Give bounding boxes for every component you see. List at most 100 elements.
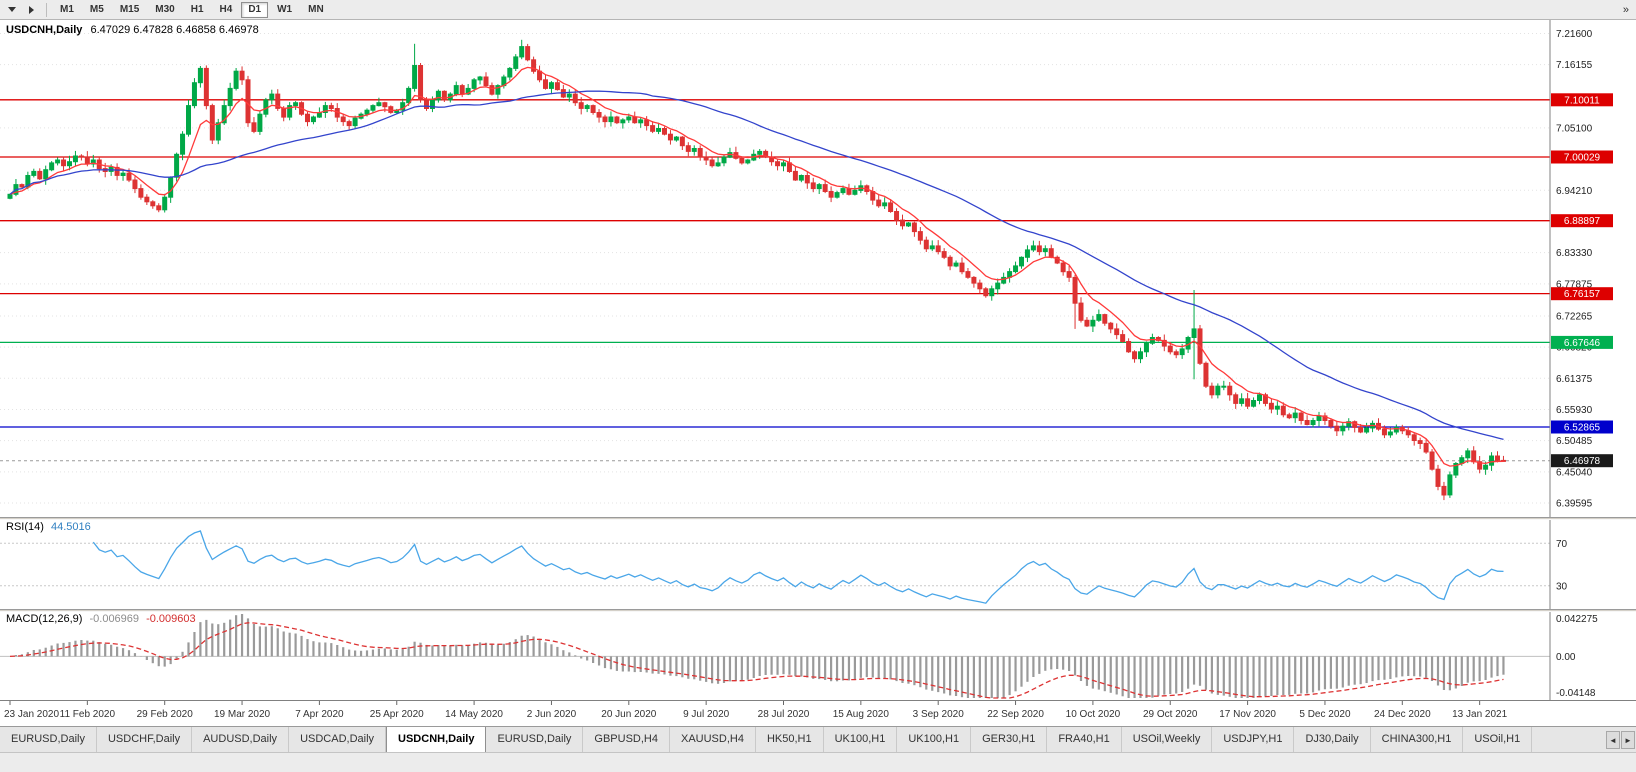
timeframe-button-w1[interactable]: W1 xyxy=(270,2,299,18)
svg-text:7.00029: 7.00029 xyxy=(1564,153,1601,164)
price-badges: 7.10011 7.00029 6.88897 6.76157 6.67646 6.528… xyxy=(1551,93,1613,468)
svg-text:6.77875: 6.77875 xyxy=(1556,279,1593,290)
timeframe-button-m5[interactable]: M5 xyxy=(83,2,111,18)
chart-tab-dj30-daily[interactable]: DJ30,Daily xyxy=(1294,727,1371,752)
chart-tab-eurusd-daily[interactable]: EURUSD,Daily xyxy=(486,727,584,752)
svg-text:23 Jan 2020: 23 Jan 2020 xyxy=(4,709,59,720)
bottom-strip xyxy=(0,752,1636,772)
chart-tab-eurusd-daily[interactable]: EURUSD,Daily xyxy=(0,727,97,752)
timeframe-button-h4[interactable]: H4 xyxy=(213,2,240,18)
chart-title: USDCNH,Daily 6.47029 6.47828 6.46858 6.4… xyxy=(6,24,259,36)
horizontal-lines[interactable] xyxy=(0,99,1550,428)
chart-tab-usdchf-daily[interactable]: USDCHF,Daily xyxy=(97,727,193,752)
svg-text:6.94210: 6.94210 xyxy=(1556,186,1593,197)
chart-forward-button[interactable] xyxy=(22,2,40,18)
svg-text:7.16155: 7.16155 xyxy=(1556,60,1593,71)
macd-splitter[interactable] xyxy=(0,609,1636,612)
chart-tabbar: EURUSD,Daily USDCHF,Daily AUDUSD,Daily USDC… xyxy=(0,726,1636,752)
chart-symbol-label: USDCNH,Daily xyxy=(6,24,83,36)
svg-text:6.46978: 6.46978 xyxy=(1564,456,1601,467)
svg-text:3 Sep 2020: 3 Sep 2020 xyxy=(913,709,965,720)
chart-window[interactable]: 23 Jan 2020 11 Feb 2020 29 Feb 2020 19 Mar … xyxy=(0,20,1636,726)
timeframe-buttons: M1 M5 M15 M30 H1 H4 D1 W1 MN xyxy=(52,1,332,18)
svg-text:2 Jun 2020: 2 Jun 2020 xyxy=(527,709,577,720)
chart-tab-audusd-daily[interactable]: AUDUSD,Daily xyxy=(192,727,290,752)
svg-text:28 Jul 2020: 28 Jul 2020 xyxy=(758,709,810,720)
chart-tab-uk100-h1[interactable]: UK100,H1 xyxy=(897,727,972,752)
svg-text:17 Nov 2020: 17 Nov 2020 xyxy=(1219,709,1276,720)
timeframe-button-m1[interactable]: M1 xyxy=(53,2,81,18)
timeframe-button-d1[interactable]: D1 xyxy=(241,1,269,18)
svg-text:6.61375: 6.61375 xyxy=(1556,374,1593,385)
macd-name-label: MACD(12,26,9) xyxy=(6,613,83,625)
ma-fast-line xyxy=(9,66,1504,467)
svg-text:-0.04148: -0.04148 xyxy=(1556,688,1596,699)
rsi-label: RSI(14) 44.5016 xyxy=(6,521,91,533)
macd-signal-value-label: -0.009603 xyxy=(146,613,196,625)
timeframe-button-h1[interactable]: H1 xyxy=(184,2,211,18)
rsi-value-label: 44.5016 xyxy=(50,521,91,533)
svg-text:6.39595: 6.39595 xyxy=(1556,499,1593,510)
candles xyxy=(7,39,1506,501)
svg-text:9 Jul 2020: 9 Jul 2020 xyxy=(683,709,730,720)
chart-tab-hk50-h1[interactable]: HK50,H1 xyxy=(756,727,824,752)
chart-tab-usoil-weekly[interactable]: USOil,Weekly xyxy=(1122,727,1213,752)
svg-text:11 Feb 2020: 11 Feb 2020 xyxy=(60,709,116,720)
svg-text:6.55930: 6.55930 xyxy=(1556,405,1593,416)
rsi-splitter[interactable] xyxy=(0,517,1636,520)
svg-text:6.76157: 6.76157 xyxy=(1564,289,1601,300)
svg-text:15 Aug 2020: 15 Aug 2020 xyxy=(833,709,890,720)
triangle-right-icon xyxy=(28,5,34,14)
svg-text:6.45040: 6.45040 xyxy=(1556,467,1593,478)
svg-text:19 Mar 2020: 19 Mar 2020 xyxy=(214,709,271,720)
chart-tab-fra40-h1[interactable]: FRA40,H1 xyxy=(1047,727,1122,752)
svg-text:10 Oct 2020: 10 Oct 2020 xyxy=(1066,709,1121,720)
svg-text:6.50485: 6.50485 xyxy=(1556,436,1593,447)
macd-label: MACD(12,26,9) -0.006969 -0.009603 xyxy=(6,613,196,625)
ma-slow-line xyxy=(9,90,1504,441)
chart-tab-usdjpy-h1[interactable]: USDJPY,H1 xyxy=(1212,727,1295,752)
svg-text:6.88897: 6.88897 xyxy=(1564,216,1601,227)
timeframe-button-m30[interactable]: M30 xyxy=(148,2,181,18)
svg-text:7.21600: 7.21600 xyxy=(1556,29,1593,40)
triangle-down-icon xyxy=(8,7,16,12)
svg-text:0.042275: 0.042275 xyxy=(1556,614,1598,625)
macd-value-label: -0.006969 xyxy=(89,613,140,625)
svg-text:6.72265: 6.72265 xyxy=(1556,311,1593,322)
chart-canvas[interactable]: 23 Jan 2020 11 Feb 2020 29 Feb 2020 19 Mar … xyxy=(0,20,1636,726)
svg-text:0.00: 0.00 xyxy=(1556,652,1576,663)
svg-text:20 Jun 2020: 20 Jun 2020 xyxy=(601,709,656,720)
tab-scroll-left-button[interactable]: ◄ xyxy=(1606,731,1620,749)
svg-text:70: 70 xyxy=(1556,539,1568,550)
toolbar-overflow-button[interactable]: » xyxy=(1619,4,1633,16)
macd-signal-line xyxy=(9,622,1504,699)
price-axis[interactable] xyxy=(1550,20,1636,700)
svg-text:5 Dec 2020: 5 Dec 2020 xyxy=(1299,709,1351,720)
chart-menu-button[interactable] xyxy=(3,2,21,18)
chart-tab-china300-h1[interactable]: CHINA300,H1 xyxy=(1371,727,1464,752)
svg-text:6.52865: 6.52865 xyxy=(1564,423,1601,434)
macd-histogram xyxy=(14,614,1505,698)
tab-scroll-right-button[interactable]: ► xyxy=(1621,731,1635,749)
timeframe-button-mn[interactable]: MN xyxy=(301,2,331,18)
chart-tab-gbpusd-h4[interactable]: GBPUSD,H4 xyxy=(583,727,670,752)
chart-tabs: EURUSD,Daily USDCHF,Daily AUDUSD,Daily USDC… xyxy=(0,727,1636,752)
svg-text:13 Jan 2021: 13 Jan 2021 xyxy=(1452,709,1507,720)
svg-text:7 Apr 2020: 7 Apr 2020 xyxy=(295,709,344,720)
chart-tab-usdcad-daily[interactable]: USDCAD,Daily xyxy=(289,727,387,752)
chart-tab-usdcnh-daily[interactable]: USDCNH,Daily xyxy=(386,727,487,752)
chart-tab-xauusd-h4[interactable]: XAUUSD,H4 xyxy=(670,727,756,752)
chart-tab-uk100-h1[interactable]: UK100,H1 xyxy=(824,727,898,752)
svg-text:29 Feb 2020: 29 Feb 2020 xyxy=(137,709,194,720)
chart-tab-ger30-h1[interactable]: GER30,H1 xyxy=(971,727,1048,752)
svg-text:29 Oct 2020: 29 Oct 2020 xyxy=(1143,709,1198,720)
timeframe-button-m15[interactable]: M15 xyxy=(113,2,146,18)
svg-text:7.10011: 7.10011 xyxy=(1564,95,1600,106)
svg-text:6.67646: 6.67646 xyxy=(1564,338,1601,349)
rsi-line xyxy=(92,530,1504,604)
time-axis[interactable]: 23 Jan 2020 11 Feb 2020 29 Feb 2020 19 Mar … xyxy=(4,701,1508,720)
svg-text:7.05100: 7.05100 xyxy=(1556,123,1593,134)
svg-text:22 Sep 2020: 22 Sep 2020 xyxy=(987,709,1044,720)
chart-tab-usoil-h1[interactable]: USOil,H1 xyxy=(1463,727,1533,752)
